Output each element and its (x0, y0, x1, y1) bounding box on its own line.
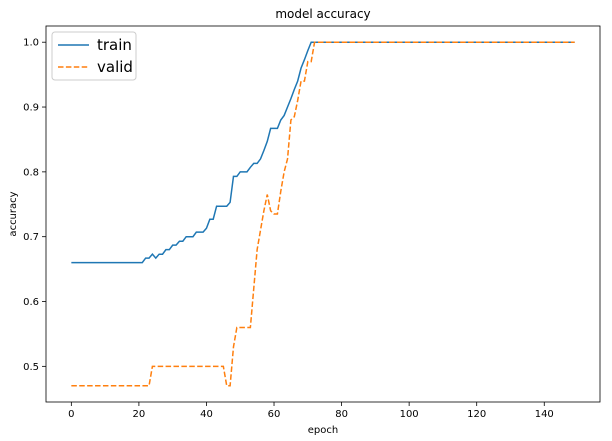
plot-area (71, 41, 575, 387)
legend-label-train: train (97, 36, 132, 54)
legend: train valid (51, 31, 137, 81)
x-tick-label: 60 (268, 409, 281, 420)
y-tick-label: 1.0 (23, 38, 39, 49)
x-tick-label: 100 (400, 409, 419, 420)
y-tick-label: 0.5 (23, 362, 39, 373)
x-axis: 0 20 40 60 80 100 120 140 (68, 402, 554, 420)
y-tick-label: 0.6 (23, 297, 39, 308)
y-axis-label: accuracy (8, 191, 19, 236)
legend-box (51, 31, 137, 81)
x-axis-label: epoch (308, 425, 338, 436)
x-tick-label: 0 (68, 409, 74, 420)
y-axis: 0.5 0.6 0.7 0.8 0.9 1.0 (23, 38, 46, 373)
x-tick-label: 140 (535, 409, 554, 420)
series-line-valid (71, 41, 575, 387)
y-tick-label: 0.9 (23, 103, 39, 114)
x-tick-label: 120 (467, 409, 486, 420)
y-tick-label: 0.8 (23, 167, 39, 178)
legend-label-valid: valid (97, 58, 133, 76)
y-tick-label: 0.7 (23, 232, 39, 243)
chart-title: model accuracy (275, 7, 370, 21)
x-tick-label: 80 (335, 409, 348, 420)
x-tick-label: 40 (200, 409, 213, 420)
x-tick-label: 20 (133, 409, 146, 420)
plot-frame (45, 25, 601, 403)
series-line-train (71, 41, 575, 264)
